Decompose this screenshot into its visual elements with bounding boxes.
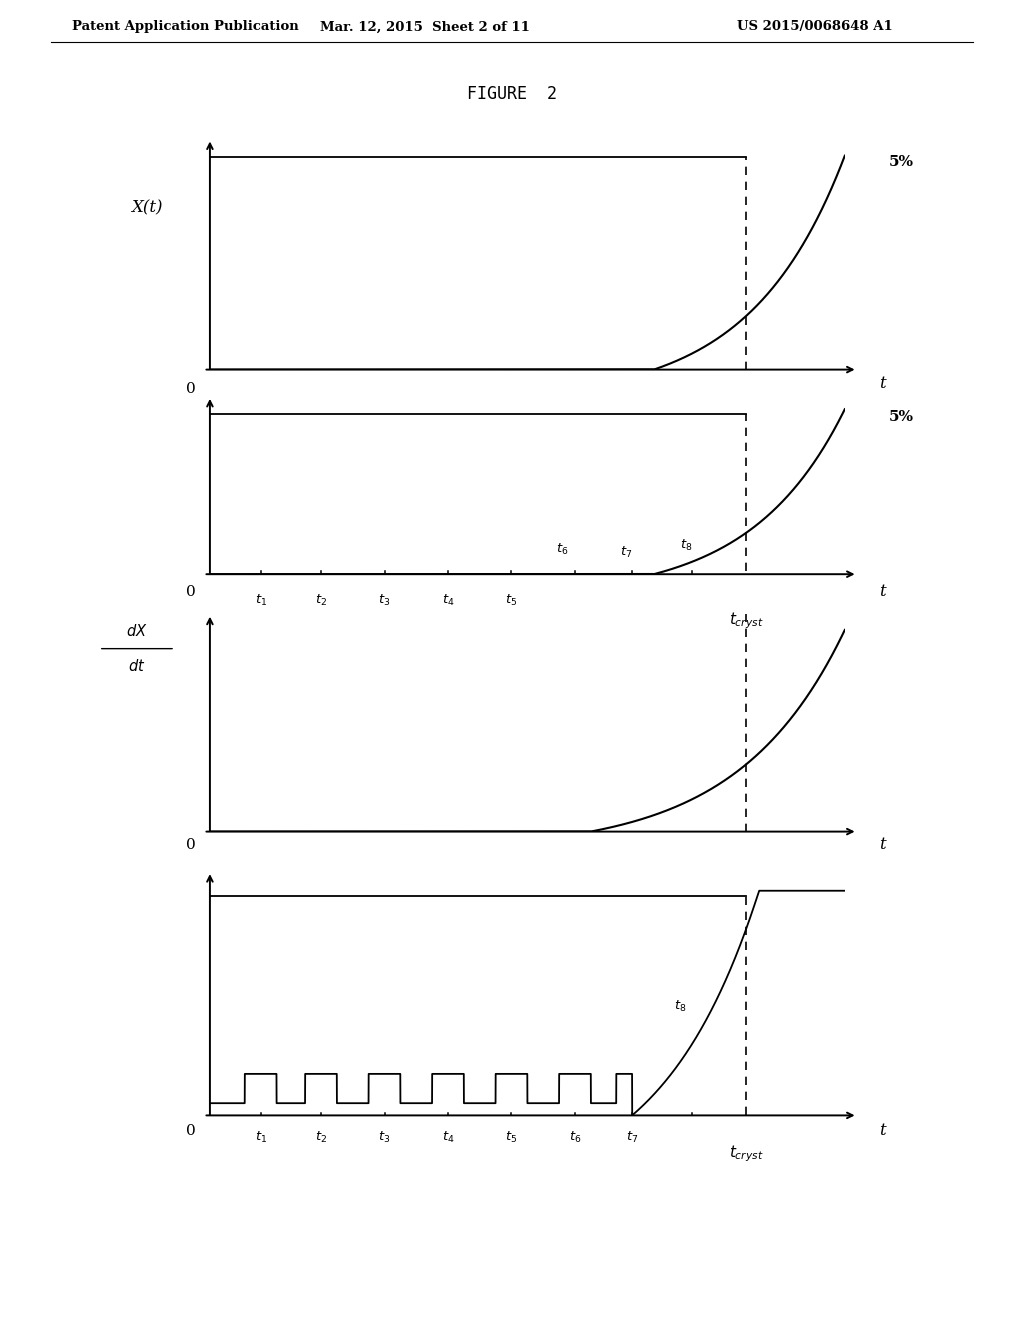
Text: $t_6$: $t_6$ bbox=[568, 1130, 582, 1144]
Text: US 2015/0068648 A1: US 2015/0068648 A1 bbox=[737, 20, 893, 33]
Text: $dX$: $dX$ bbox=[126, 623, 147, 639]
Text: 0: 0 bbox=[186, 1123, 196, 1138]
Text: $t_2$: $t_2$ bbox=[315, 1130, 327, 1144]
Text: Patent Application Publication: Patent Application Publication bbox=[72, 20, 298, 33]
Text: $t_1$: $t_1$ bbox=[255, 1130, 267, 1144]
Text: $t_{cryst}$: $t_{cryst}$ bbox=[729, 1143, 764, 1164]
Text: $t_8$: $t_8$ bbox=[680, 539, 692, 553]
Text: $t_{cryst}$: $t_{cryst}$ bbox=[729, 610, 764, 631]
Text: 0: 0 bbox=[186, 585, 196, 598]
Text: $dt$: $dt$ bbox=[128, 659, 145, 675]
Text: FIGURE  2: FIGURE 2 bbox=[467, 84, 557, 103]
Text: 5%: 5% bbox=[889, 156, 914, 169]
Text: $t_7$: $t_7$ bbox=[626, 1130, 638, 1144]
Text: $t_7$: $t_7$ bbox=[620, 545, 632, 561]
Text: 5%: 5% bbox=[889, 411, 914, 424]
Text: t: t bbox=[880, 1122, 886, 1139]
Text: t: t bbox=[880, 582, 886, 599]
Text: $t_3$: $t_3$ bbox=[378, 1130, 391, 1144]
Text: 0: 0 bbox=[186, 381, 196, 396]
Text: $t_4$: $t_4$ bbox=[441, 1130, 455, 1144]
Text: $t_4$: $t_4$ bbox=[441, 594, 455, 609]
Text: $t_6$: $t_6$ bbox=[556, 541, 568, 557]
Text: t: t bbox=[880, 836, 886, 853]
Text: 0: 0 bbox=[186, 838, 196, 851]
Text: X(t): X(t) bbox=[131, 199, 162, 216]
Text: $t_3$: $t_3$ bbox=[378, 594, 391, 609]
Text: Mar. 12, 2015  Sheet 2 of 11: Mar. 12, 2015 Sheet 2 of 11 bbox=[321, 20, 529, 33]
Text: $t_5$: $t_5$ bbox=[506, 1130, 517, 1144]
Text: $t_1$: $t_1$ bbox=[255, 594, 267, 609]
Text: $t_2$: $t_2$ bbox=[315, 594, 327, 609]
Text: t: t bbox=[880, 375, 886, 392]
Text: $t_5$: $t_5$ bbox=[506, 594, 517, 609]
Text: $t_8$: $t_8$ bbox=[674, 998, 686, 1014]
